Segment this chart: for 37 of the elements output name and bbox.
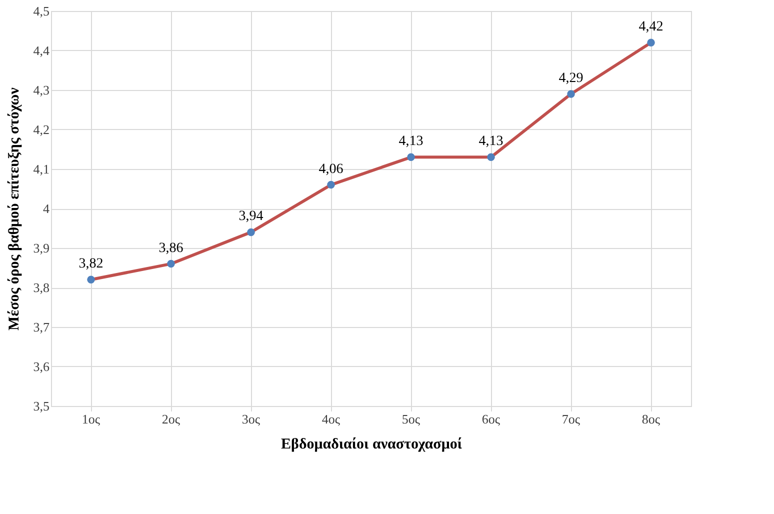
x-axis-title: Εβδομαδιαίοι αναστοχασμοί [281,436,462,452]
point [167,260,175,268]
data-label: 3,94 [238,209,264,224]
y-tick-label: 4,4 [33,43,50,58]
y-axis-title: Μέσος όρος βαθμού επίτευξης στόχων [6,87,22,330]
x-tick-label: 4ος [322,412,341,426]
y-tick-label: 3,5 [33,398,50,414]
x-tick-label: 2ος [162,412,181,426]
y-tick-label: 3,7 [33,320,50,334]
point [407,153,415,162]
x-tick-label: 8ος [642,412,661,426]
data-label: 4,29 [558,70,584,86]
y-tick-label: 3,9 [33,240,50,256]
point [647,38,655,46]
x-tick-label: 1ος [82,412,101,426]
y-tick-label: 4,1 [33,162,50,176]
x-tick-label: 3ος [242,412,261,426]
y-tick-label: 3,8 [33,280,50,295]
data-label: 4,06 [318,162,344,177]
y-tick-label: 4,2 [33,122,50,137]
point [327,180,335,189]
y-tick-label: 4 [43,201,50,216]
data-label: 4,42 [638,20,664,35]
x-tick-label: 7ος [562,412,581,426]
point [87,276,95,284]
point [487,153,495,162]
y-tick-label: 4,3 [33,82,50,98]
point [247,228,255,236]
data-label: 4,13 [478,134,504,150]
point [567,90,575,98]
x-tick-label: 6ος [482,412,501,426]
y-tick-label: 4,5 [33,4,50,18]
y-tick-label: 3,6 [33,359,50,374]
data-label: 3,86 [158,240,184,256]
data-label: 3,82 [78,256,104,272]
data-label: 4,13 [398,134,424,150]
x-tick-label: 5ος [402,412,421,426]
